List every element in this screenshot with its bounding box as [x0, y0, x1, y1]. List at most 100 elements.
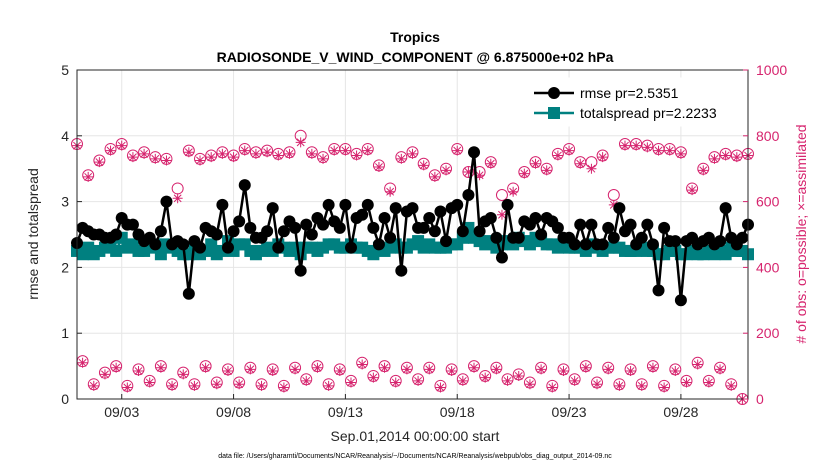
rmse-point — [579, 238, 592, 251]
obs-assimilated-point — [195, 155, 206, 166]
obs-assimilated-point — [720, 150, 731, 161]
rmse-point — [495, 251, 508, 264]
rmse-point — [210, 228, 223, 241]
obs-assimilated-point — [295, 137, 306, 148]
obs-assimilated-point — [418, 160, 429, 171]
obs-assimilated-point — [150, 153, 161, 164]
chart-title: Tropics — [390, 29, 440, 45]
obs-assimilated-point — [480, 372, 491, 383]
x-tick-label: 09/28 — [663, 404, 698, 420]
y-tick-label-right: 600 — [756, 194, 780, 210]
rmse-point — [238, 179, 251, 192]
rmse-point — [149, 238, 162, 251]
rmse-point — [182, 287, 195, 300]
rmse-point — [646, 238, 659, 251]
obs-assimilated-point — [681, 377, 692, 388]
obs-assimilated-point — [614, 380, 625, 391]
obs-assimilated-point — [323, 380, 334, 391]
obs-assimilated-point — [569, 375, 580, 386]
obs-assimilated-point — [407, 148, 418, 159]
obs-assimilated-point — [362, 145, 373, 156]
rmse-point — [294, 264, 307, 277]
obs-assimilated-point — [441, 165, 452, 176]
rmse-point — [451, 198, 464, 211]
obs-assimilated-point — [659, 382, 670, 393]
rmse-point — [607, 231, 620, 244]
rmse-point — [289, 221, 302, 234]
rmse-point — [501, 198, 514, 211]
obs-assimilated-point — [379, 362, 390, 373]
rmse-point — [389, 202, 402, 215]
rmse-point — [317, 218, 330, 231]
rmse-point — [658, 221, 671, 234]
obs-assimilated-point — [536, 364, 547, 375]
obs-assimilated-point — [273, 150, 284, 161]
rmse-point — [669, 235, 682, 248]
x-tick-label: 09/13 — [328, 404, 363, 420]
obs-assimilated-point — [496, 209, 507, 220]
rmse-point — [367, 221, 380, 234]
rmse-point — [305, 228, 318, 241]
totalspread-point — [154, 248, 167, 261]
obs-assimilated-point — [144, 377, 155, 388]
obs-assimilated-point — [172, 193, 183, 204]
legend-rmse-marker — [548, 87, 560, 99]
obs-assimilated-point — [642, 142, 653, 153]
rmse-point — [468, 146, 481, 159]
rmse-point — [596, 238, 609, 251]
y-tick-label-right: 400 — [756, 259, 780, 275]
obs-assimilated-point — [161, 155, 172, 166]
rmse-spread-marks — [71, 146, 754, 307]
rmse-point — [529, 212, 542, 225]
obs-assimilated-point — [217, 148, 228, 159]
obs-assimilated-point — [552, 150, 563, 161]
y-tick-label-left: 4 — [61, 128, 69, 144]
obs-assimilated-point — [83, 171, 94, 182]
rmse-point — [423, 212, 436, 225]
obs-assimilated-point — [178, 369, 189, 380]
obs-assimilated-point — [457, 375, 468, 386]
obs-assimilated-point — [558, 366, 569, 377]
obs-assimilated-point — [631, 140, 642, 151]
obs-assimilated-point — [373, 162, 384, 173]
obs-assimilated-point — [670, 366, 681, 377]
y-axis-label-right: # of obs: o=possible; ×=assimilated — [793, 124, 809, 343]
axis-ticks: 09/03 09/08 09/13 09/18 09/23 09/28 0 1 2 3 4 5 0 200… — [61, 62, 787, 420]
obs-assimilated-point — [625, 366, 636, 377]
rmse-point — [406, 202, 419, 215]
rmse-point — [635, 231, 648, 244]
obs-assimilated-point — [726, 380, 737, 391]
legend-rmse-label: rmse pr=2.5351 — [580, 85, 679, 101]
y-tick-label-left: 5 — [61, 62, 69, 78]
obs-assimilated-point — [306, 148, 317, 159]
obs-assimilated-point — [368, 372, 379, 383]
x-axis-label: Sep.01,2014 00:00:00 start — [331, 428, 500, 444]
rmse-point — [227, 225, 240, 238]
obs-assimilated-point — [284, 148, 295, 159]
rmse-point — [177, 238, 190, 251]
obs-assimilated-point — [340, 145, 351, 156]
obs-assimilated-point — [312, 362, 323, 373]
totalspread-point — [205, 238, 218, 251]
obs-assimilated-point — [424, 364, 435, 375]
totalspread-point — [367, 248, 380, 261]
obs-assimilated-point — [597, 152, 608, 163]
rmse-point — [154, 225, 167, 238]
obs-assimilated-point — [513, 370, 524, 381]
rmse-point — [339, 198, 352, 211]
x-tick-label: 09/08 — [216, 404, 251, 420]
x-tick-label: 09/23 — [552, 404, 587, 420]
obs-assimilated-point — [245, 364, 256, 375]
obs-assimilated-point — [664, 145, 675, 156]
obs-assimilated-point — [189, 380, 200, 391]
rmse-point — [216, 198, 229, 211]
obs-assimilated-point — [619, 140, 630, 151]
data-file-footnote: data file: /Users/gharamti/Documents/NCA… — [218, 453, 612, 460]
obs-assimilated-point — [653, 145, 664, 156]
rmse-point — [194, 241, 207, 254]
rmse-point — [484, 212, 497, 225]
rmse-point — [333, 221, 346, 234]
obs-count-marks — [71, 129, 754, 405]
